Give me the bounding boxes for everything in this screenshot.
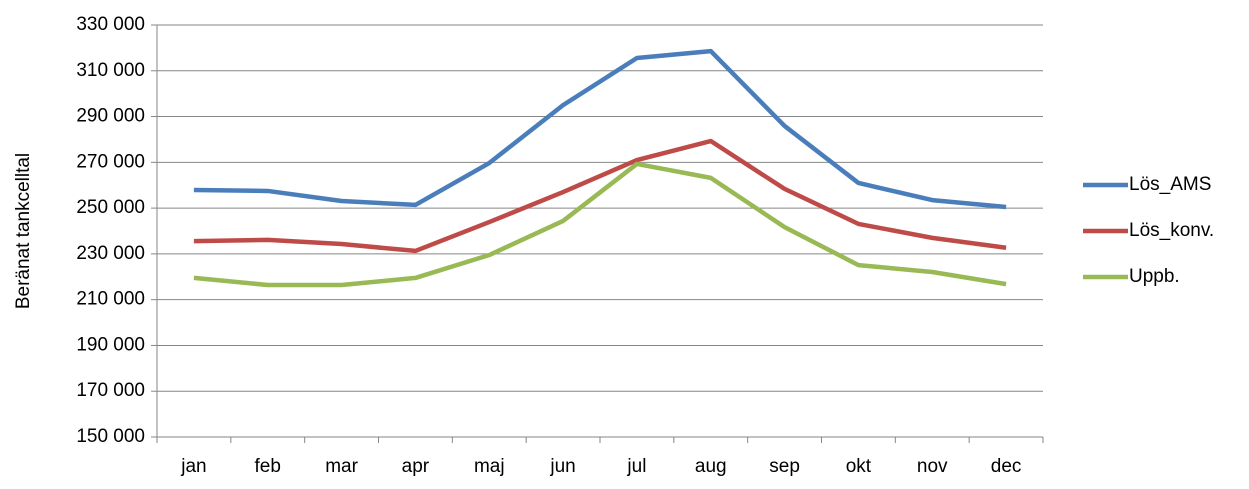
x-tick-label: apr (402, 456, 430, 477)
x-tick-label: dec (991, 456, 1022, 477)
x-tick-label: nov (917, 456, 948, 477)
series-line (193, 138, 1007, 254)
y-tick-label: 190 000 (76, 334, 145, 355)
y-tick-label: 170 000 (76, 380, 145, 401)
x-tick-label: mar (325, 456, 358, 477)
legend-label: Lös_AMS (1129, 174, 1211, 195)
legend-label: Uppb. (1129, 266, 1180, 287)
y-tick-label: 150 000 (76, 426, 145, 447)
x-tick-label: jan (180, 456, 206, 477)
y-tick-label: 310 000 (76, 60, 145, 81)
x-tick-label: jul (626, 456, 646, 477)
y-tick-label: 270 000 (76, 151, 145, 172)
x-tick-label: feb (255, 456, 281, 477)
x-tick-label: sep (769, 456, 800, 477)
series-line (193, 161, 1007, 288)
legend-label: Lös_konv. (1129, 220, 1214, 241)
x-tick-label: jun (549, 456, 575, 477)
y-tick-label: 230 000 (76, 243, 145, 264)
x-tick-label: okt (846, 456, 872, 477)
y-tick-label: 250 000 (76, 197, 145, 218)
y-tick-label: 330 000 (76, 14, 145, 35)
y-axis-label: Beränat tankcelltal (13, 153, 34, 309)
y-tick-label: 210 000 (76, 289, 145, 310)
x-tick-label: maj (474, 456, 505, 477)
series-line (193, 48, 1007, 210)
y-tick-label: 290 000 (76, 106, 145, 127)
x-tick-label: aug (695, 456, 727, 477)
